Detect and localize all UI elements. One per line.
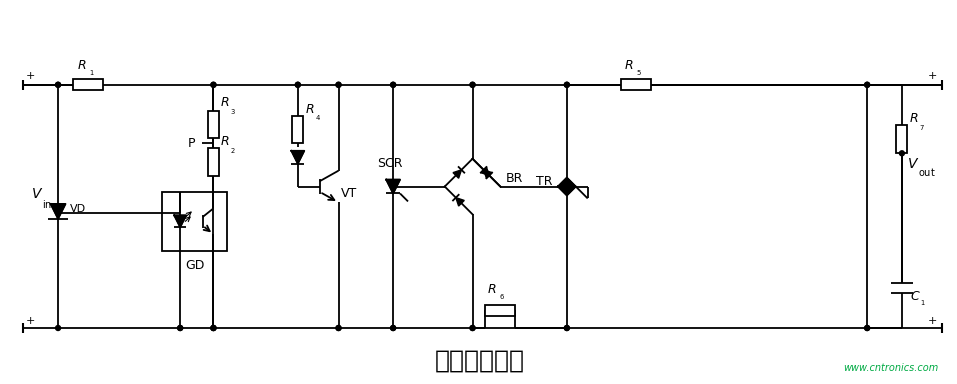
Text: $R$: $R$ bbox=[487, 283, 497, 296]
Polygon shape bbox=[558, 187, 576, 195]
Circle shape bbox=[178, 326, 183, 331]
Bar bbox=[73, 79, 102, 90]
Polygon shape bbox=[453, 170, 461, 178]
Bar bbox=[292, 116, 303, 143]
Text: VT: VT bbox=[341, 187, 357, 200]
Text: TR: TR bbox=[537, 175, 553, 188]
Text: $_4$: $_4$ bbox=[315, 114, 321, 124]
Text: $_2$: $_2$ bbox=[231, 146, 236, 156]
Text: P: P bbox=[189, 137, 195, 150]
Circle shape bbox=[296, 82, 300, 87]
Circle shape bbox=[565, 326, 569, 331]
Circle shape bbox=[390, 326, 395, 331]
Circle shape bbox=[336, 326, 341, 331]
Circle shape bbox=[56, 82, 60, 87]
Bar bbox=[897, 126, 907, 153]
Bar bbox=[621, 79, 652, 90]
Polygon shape bbox=[483, 170, 492, 178]
Circle shape bbox=[865, 326, 870, 331]
Text: $+$: $+$ bbox=[25, 70, 35, 81]
Text: $+$: $+$ bbox=[926, 70, 937, 81]
Text: www.cntronics.com: www.cntronics.com bbox=[843, 362, 939, 373]
Text: $R$: $R$ bbox=[624, 59, 634, 72]
Circle shape bbox=[565, 82, 569, 87]
Circle shape bbox=[470, 326, 475, 331]
Circle shape bbox=[56, 82, 60, 87]
Circle shape bbox=[470, 82, 475, 87]
Circle shape bbox=[211, 326, 216, 331]
Text: $C$: $C$ bbox=[910, 290, 921, 303]
Circle shape bbox=[336, 82, 341, 87]
Text: $\mathrm{in}$: $\mathrm{in}$ bbox=[42, 199, 53, 210]
Text: $_1$: $_1$ bbox=[89, 68, 95, 78]
Text: $R$: $R$ bbox=[909, 113, 919, 126]
Bar bbox=[208, 111, 219, 138]
Text: $+$: $+$ bbox=[926, 315, 937, 326]
Circle shape bbox=[211, 326, 216, 331]
Circle shape bbox=[865, 82, 870, 87]
Circle shape bbox=[565, 326, 569, 331]
Circle shape bbox=[336, 326, 341, 331]
Bar bbox=[163, 192, 227, 251]
Polygon shape bbox=[291, 151, 304, 164]
Text: BR: BR bbox=[505, 172, 523, 185]
Polygon shape bbox=[51, 204, 65, 219]
Circle shape bbox=[470, 82, 475, 87]
Text: $V$: $V$ bbox=[907, 157, 919, 171]
Polygon shape bbox=[480, 167, 489, 175]
Text: 继电器原理图: 继电器原理图 bbox=[435, 349, 525, 373]
Circle shape bbox=[390, 82, 395, 87]
Circle shape bbox=[900, 151, 904, 156]
Text: $_7$: $_7$ bbox=[919, 123, 924, 133]
Text: $_6$: $_6$ bbox=[499, 292, 505, 302]
Circle shape bbox=[390, 326, 395, 331]
Text: $R$: $R$ bbox=[220, 96, 230, 109]
Text: $V$: $V$ bbox=[32, 187, 44, 202]
Bar bbox=[485, 305, 515, 316]
Circle shape bbox=[865, 326, 870, 331]
Polygon shape bbox=[387, 180, 400, 194]
Circle shape bbox=[178, 326, 183, 331]
Circle shape bbox=[211, 82, 216, 87]
Circle shape bbox=[211, 326, 216, 331]
Text: $+$: $+$ bbox=[25, 315, 35, 326]
Text: $\mathrm{out}$: $\mathrm{out}$ bbox=[918, 166, 936, 178]
Circle shape bbox=[565, 82, 569, 87]
Circle shape bbox=[296, 82, 300, 87]
Text: $R$: $R$ bbox=[220, 135, 230, 148]
Text: $_1$: $_1$ bbox=[920, 298, 925, 308]
Text: $_3$: $_3$ bbox=[231, 106, 236, 117]
Text: $_5$: $_5$ bbox=[636, 68, 642, 78]
Circle shape bbox=[390, 82, 395, 87]
Polygon shape bbox=[558, 178, 576, 187]
Circle shape bbox=[390, 184, 395, 189]
Text: GD: GD bbox=[185, 259, 204, 272]
Circle shape bbox=[336, 82, 341, 87]
Text: SCR: SCR bbox=[377, 157, 403, 170]
Text: VD: VD bbox=[70, 204, 85, 214]
Polygon shape bbox=[174, 215, 186, 227]
Text: $R$: $R$ bbox=[304, 103, 314, 116]
Circle shape bbox=[865, 82, 870, 87]
Polygon shape bbox=[456, 198, 464, 206]
Circle shape bbox=[56, 326, 60, 331]
Text: $R$: $R$ bbox=[78, 59, 87, 72]
Circle shape bbox=[470, 326, 475, 331]
Bar bbox=[208, 148, 219, 176]
Circle shape bbox=[211, 82, 216, 87]
